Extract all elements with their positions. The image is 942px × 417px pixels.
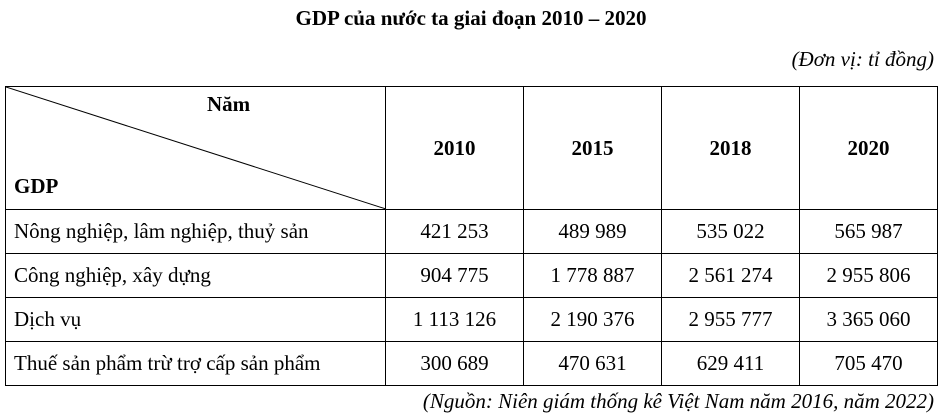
source-note: (Nguồn: Niên giám thống kê Việt Nam năm …: [422, 389, 934, 413]
table-cell: 2 955 777: [661, 297, 800, 342]
row-label: Công nghiệp, xây dựng: [5, 253, 386, 298]
table-cell: 629 411: [661, 341, 800, 386]
diagonal-divider: [6, 87, 386, 209]
table-row: Nông nghiệp, lâm nghiệp, thuỷ sản 421 25…: [5, 209, 938, 254]
table-row: Công nghiệp, xây dựng 904 775 1 778 887 …: [5, 253, 938, 298]
table-cell: 300 689: [385, 341, 524, 386]
table-row: Thuế sản phẩm trừ trợ cấp sản phẩm 300 6…: [5, 341, 938, 386]
table-cell: 2 190 376: [523, 297, 662, 342]
table-cell: 2 955 806: [799, 253, 938, 298]
table-cell: 1 778 887: [523, 253, 662, 298]
table-cell: 3 365 060: [799, 297, 938, 342]
table-row: Dịch vụ 1 113 126 2 190 376 2 955 777 3 …: [5, 297, 938, 342]
row-label: Nông nghiệp, lâm nghiệp, thuỷ sản: [5, 209, 386, 254]
year-header: 2010: [385, 86, 524, 210]
table-cell: 705 470: [799, 341, 938, 386]
row-label: Dịch vụ: [5, 297, 386, 342]
corner-label-year: Năm: [207, 92, 251, 116]
unit-note: (Đơn vị: tỉ đồng): [791, 47, 934, 71]
table-cell: 470 631: [523, 341, 662, 386]
table-cell: 565 987: [799, 209, 938, 254]
table-cell: 1 113 126: [385, 297, 524, 342]
table-cell: 489 989: [523, 209, 662, 254]
year-header: 2015: [523, 86, 662, 210]
table-cell: 535 022: [661, 209, 800, 254]
row-label: Thuế sản phẩm trừ trợ cấp sản phẩm: [5, 341, 386, 386]
table-cell: 904 775: [385, 253, 524, 298]
page-title: GDP của nước ta giai đoạn 2010 – 2020: [295, 6, 647, 30]
table-header-row: Năm GDP 2010 2015 2018 2020: [5, 86, 938, 210]
corner-label-gdp: GDP: [14, 174, 59, 198]
year-header: 2020: [799, 86, 938, 210]
table-cell: 421 253: [385, 209, 524, 254]
year-header: 2018: [661, 86, 800, 210]
table-cell: 2 561 274: [661, 253, 800, 298]
corner-header-cell: Năm GDP: [5, 86, 386, 210]
gdp-table: Năm GDP 2010 2015 2018 2020 Nông nghiệp,…: [5, 86, 938, 386]
